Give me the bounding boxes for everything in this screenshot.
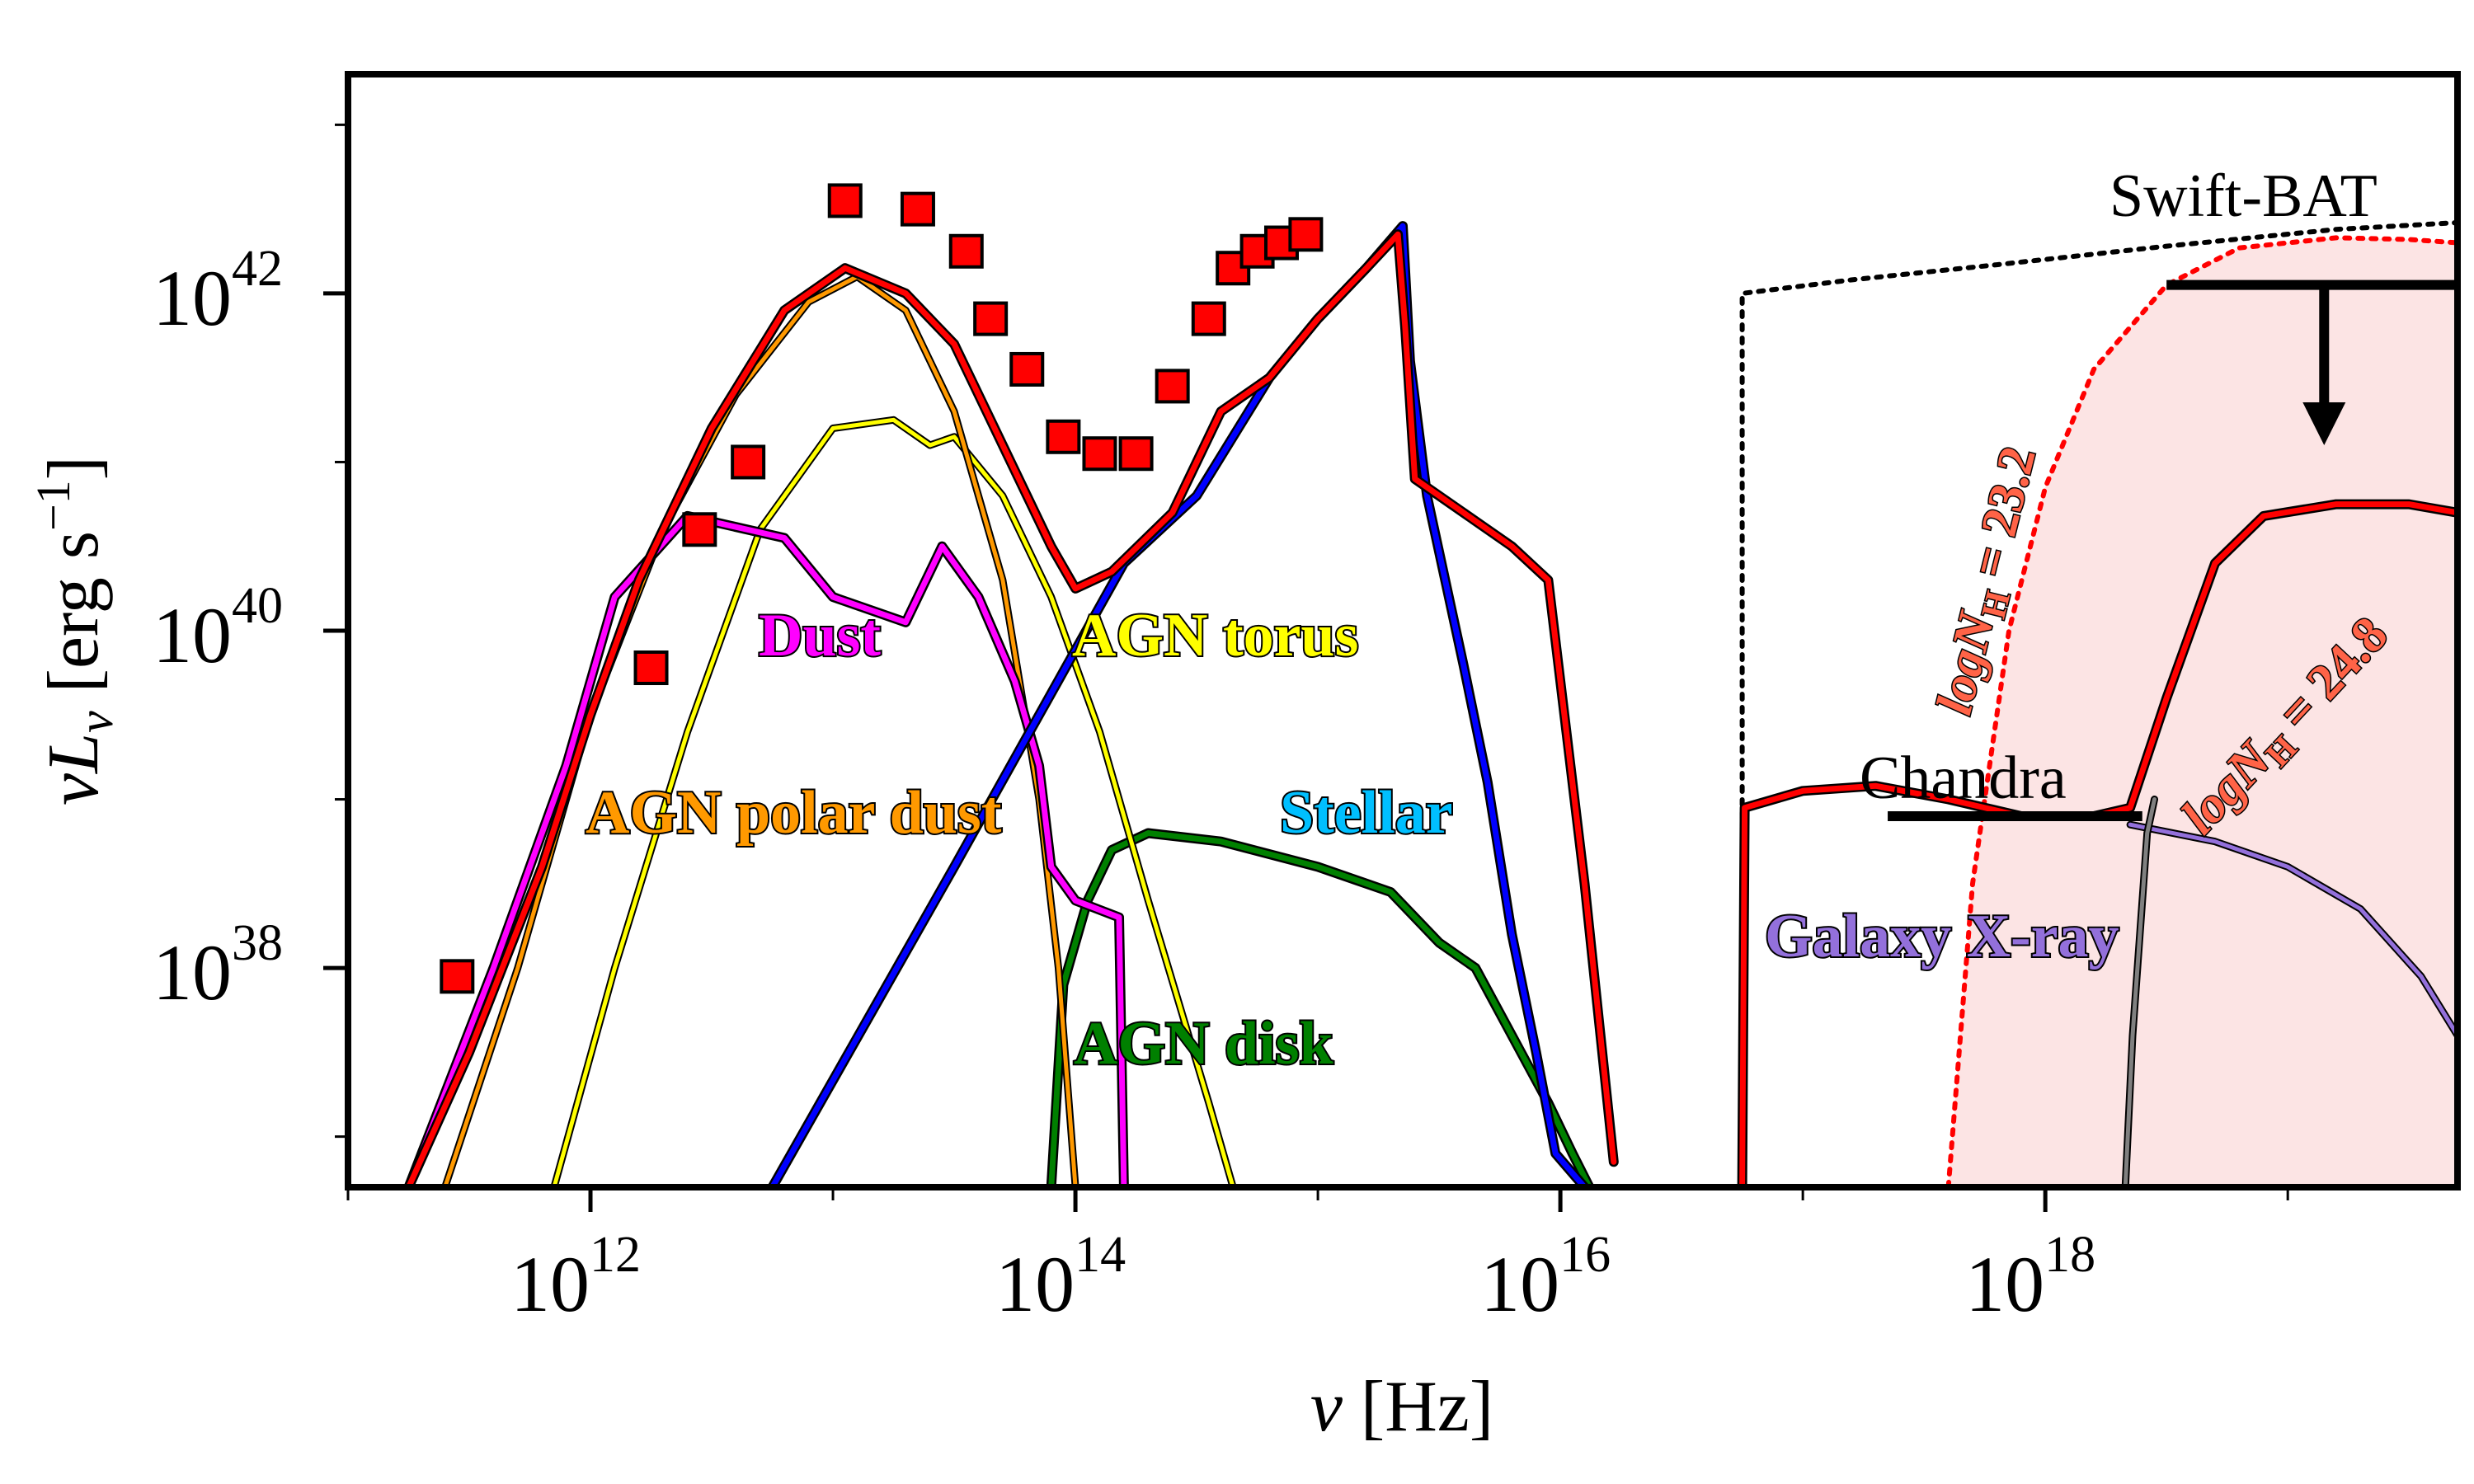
series-agn-polar-dust (443, 275, 1078, 1187)
x-tick-label-14: 1014 (995, 1227, 1126, 1328)
label-agn-polar-dust: AGN polar dust (586, 779, 1002, 847)
model-series (403, 220, 2458, 1187)
y-tick-label-42: 1042 (153, 241, 283, 342)
observed-point-10 (1082, 436, 1117, 472)
x-tick-label-16: 1016 (1480, 1227, 1611, 1328)
series-total (406, 231, 1617, 1187)
series-reflection (2123, 797, 2157, 1187)
observed-point-3 (731, 444, 766, 480)
instrument-limits (1888, 279, 2458, 821)
y-tick-label-38: 1038 (153, 915, 283, 1017)
observed-point-0 (440, 959, 475, 994)
y-axis-title: νLν [erg s−1] (26, 456, 123, 805)
series-galaxy-x-ray (2128, 822, 2458, 1038)
shaded-region-fill (1948, 237, 2458, 1187)
swift-bat-arrow-head (2302, 402, 2346, 445)
y-tick-label-40: 1040 (153, 578, 283, 679)
x-axis-title: ν [Hz] (1310, 1367, 1493, 1447)
series-dust (406, 513, 1127, 1187)
series-absorbed-agn-lognh-23-2 (1945, 235, 2458, 1187)
label-swift-bat: Swift-BAT (2109, 162, 2378, 230)
observed-photometry (440, 183, 1324, 994)
absorption-shaded-region (1948, 237, 2458, 1187)
observed-point-12 (1155, 369, 1190, 404)
label-dust: Dust (759, 602, 881, 669)
observed-point-13 (1191, 301, 1226, 336)
series-outline-agn-polar-dust (441, 273, 1079, 1187)
series-agn-torus (552, 417, 1235, 1187)
series-unabsorbed-agn (1739, 220, 2458, 1187)
observed-point-7 (973, 301, 1009, 336)
observed-point-1 (633, 650, 669, 685)
observed-point-6 (948, 233, 984, 269)
x-tick-label-18: 1018 (1965, 1227, 2095, 1328)
label-agn-torus: AGN torus (1072, 602, 1358, 669)
observed-point-8 (1009, 351, 1045, 387)
x-tick-label-12: 1012 (510, 1227, 641, 1328)
observed-point-5 (900, 191, 935, 227)
observed-point-17 (1288, 217, 1324, 252)
axis-ticks: 1012 1014 1016 1018 1038 1040 1042 (153, 123, 2289, 1328)
label-stellar: Stellar (1280, 779, 1453, 847)
observed-point-9 (1046, 419, 1081, 454)
observed-point-2 (682, 512, 717, 547)
label-chandra: Chandra (1860, 744, 2067, 812)
label-galaxy-xray: Galaxy X-ray (1765, 903, 2119, 970)
observed-point-11 (1118, 436, 1154, 472)
observed-point-4 (827, 183, 863, 218)
label-agn-disk: AGN disk (1074, 1010, 1333, 1078)
